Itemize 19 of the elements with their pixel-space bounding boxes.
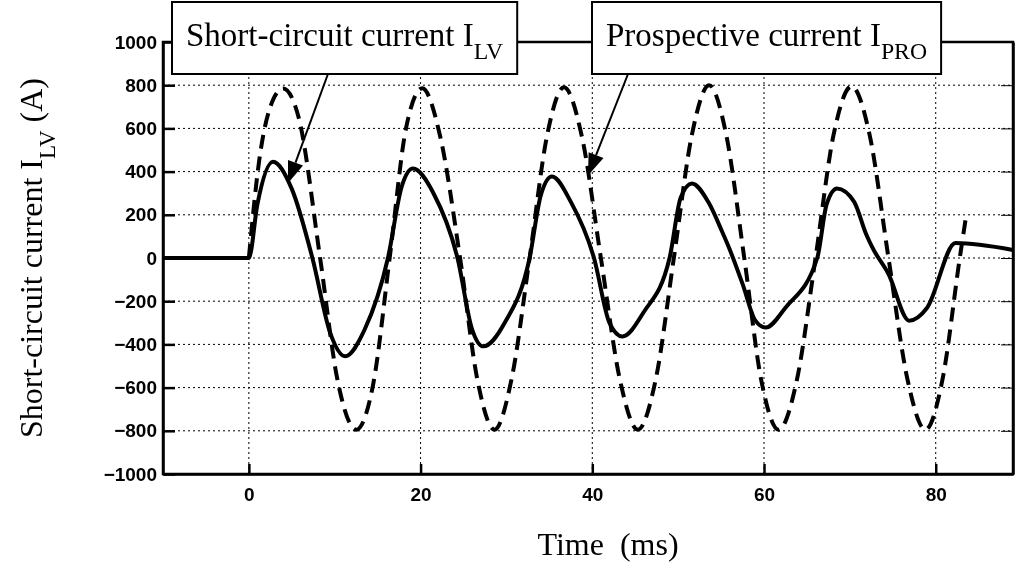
- y-tick-label: 200: [125, 204, 157, 226]
- x-tick-label: 20: [410, 484, 432, 506]
- series-label: Prospective current I$_{PRO}$: [606, 17, 928, 64]
- y-tick-label: −1000: [103, 463, 157, 485]
- y-tick-label: 800: [125, 74, 157, 96]
- y-tick-label: 400: [125, 161, 157, 183]
- x-tick-label: 0: [244, 484, 255, 506]
- x-axis-title: Time (ms): [537, 526, 679, 562]
- x-tick-label: 40: [582, 484, 604, 506]
- y-tick-label: −600: [114, 377, 157, 399]
- y-tick-label: 600: [125, 117, 157, 139]
- y-tick-label: −200: [114, 290, 157, 312]
- y-tick-label: −400: [114, 333, 157, 355]
- y-tick-label: −800: [114, 420, 157, 442]
- x-tick-label: 80: [925, 484, 947, 506]
- y-tick-label: 0: [146, 247, 157, 269]
- y-tick-label: 1000: [114, 31, 157, 53]
- x-tick-label: 60: [753, 484, 776, 506]
- text: Short-circuit current I$_{LV}$: [186, 17, 504, 64]
